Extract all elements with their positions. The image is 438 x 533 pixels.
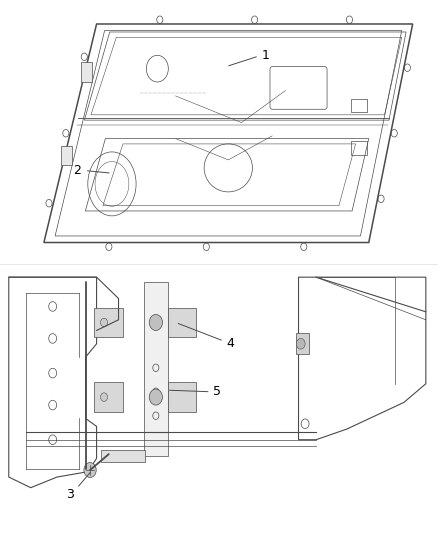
Bar [101,450,145,462]
Circle shape [296,338,304,349]
Bar [296,333,309,354]
Text: 5: 5 [213,385,221,398]
Bar [60,146,71,165]
Bar [167,382,196,412]
Bar [350,141,366,155]
Text: 1: 1 [261,50,269,62]
Text: 2: 2 [73,164,81,177]
Bar [350,99,366,112]
Bar [81,62,92,82]
Text: 3: 3 [66,488,74,501]
Circle shape [84,463,96,478]
Bar [94,382,123,412]
Bar [94,308,123,337]
Circle shape [149,314,162,330]
Circle shape [100,318,107,327]
Bar [167,308,196,337]
Circle shape [149,389,162,405]
Text: 4: 4 [226,337,234,350]
Bar [143,282,167,456]
Circle shape [100,393,107,401]
